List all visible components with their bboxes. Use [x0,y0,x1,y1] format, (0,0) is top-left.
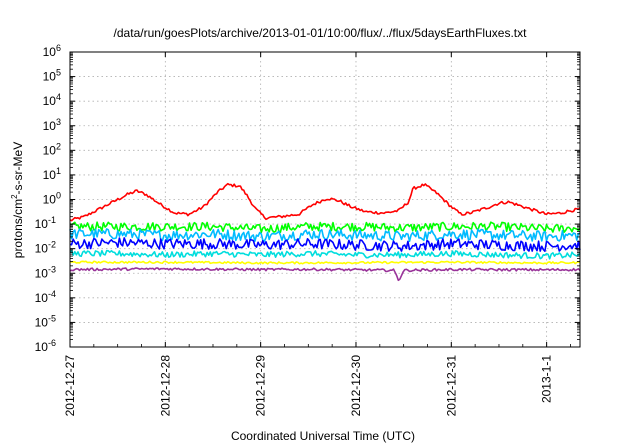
y-axis: 106 105 104 103 102 101 100 10-1 10-2 10-3 10-4 10-… [35,43,580,354]
y-tick-label: 10-1 [35,215,56,231]
y-tick-label: 102 [43,141,61,157]
series-line-6 [69,267,581,282]
y-tick-label: 10-5 [35,313,56,329]
y-tick-label: 100 [43,191,61,207]
series-line-4 [69,249,581,260]
y-tick-label: 101 [43,166,61,182]
grid [70,52,580,347]
y-axis-label: protons/cm2-s-sr-MeV [10,142,25,258]
y-tick-label: 104 [43,92,61,108]
x-tick-label: 2013-1-1 [540,355,554,403]
x-tick-label: 2012-12-28 [158,355,172,417]
x-tick-label: 2012-12-31 [444,355,458,417]
y-tick-label: 106 [43,43,61,59]
series-line-2 [69,228,581,243]
x-axis-label: Coordinated Universal Time (UTC) [231,429,415,443]
x-axis: 2012-12-27 2012-12-28 2012-12-29 2012-12-30… [63,52,571,417]
series-line-0 [69,182,581,222]
x-tick-label: 2012-12-27 [63,355,77,417]
series-line-3 [69,237,581,252]
y-tick-label: 105 [43,68,61,84]
series-layer [69,182,581,282]
y-tick-label: 10-2 [35,240,56,256]
x-tick-label: 2012-12-30 [349,355,363,417]
y-tick-label: 103 [43,117,61,133]
y-tick-label: 10-6 [35,338,56,354]
chart-title: /data/run/goesPlots/archive/2013-01-01/1… [114,26,528,40]
y-tick-label: 10-3 [35,264,56,280]
y-tick-label: 10-4 [35,289,56,305]
x-tick-label: 2012-12-29 [254,355,268,417]
series-line-5 [70,260,581,265]
series-line-1 [69,221,581,234]
